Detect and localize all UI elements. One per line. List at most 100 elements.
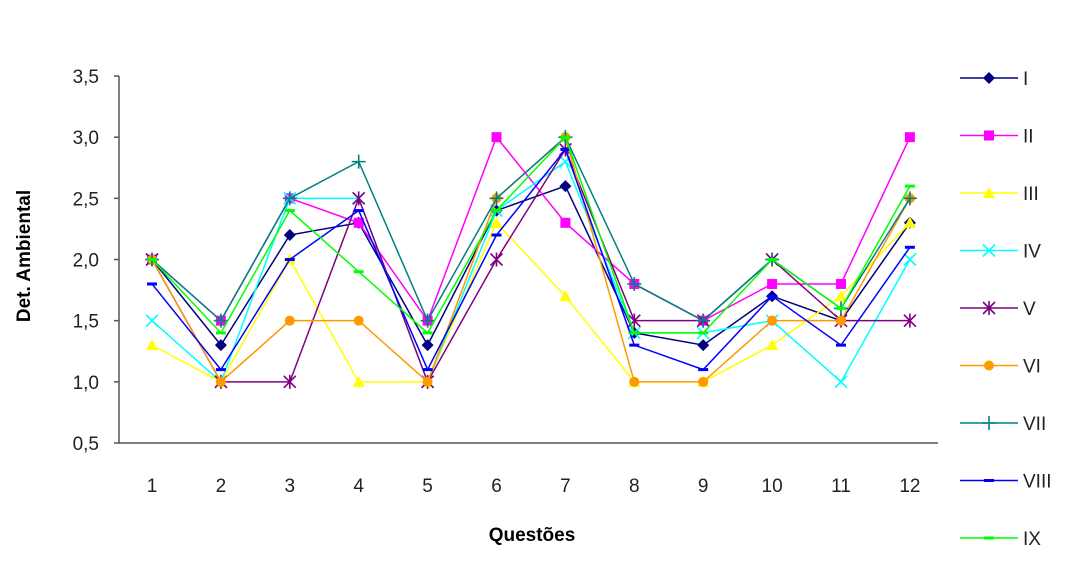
data-point [766,339,779,351]
data-point [767,294,778,298]
legend-label: VI [1023,357,1041,378]
legend-marker [983,72,995,84]
data-point [767,315,778,326]
data-point [903,216,916,228]
y-tick-label: 1,5 [73,312,99,333]
data-point [352,375,365,387]
legend-label: IV [1023,242,1041,263]
legend-item: II [960,127,1034,148]
data-point [353,217,364,228]
x-tick-label: 2 [216,476,227,497]
x-tick-label: 3 [285,476,296,497]
data-point [353,270,364,274]
series-ii [147,132,915,326]
y-tick-label: 1,0 [73,373,99,394]
legend-marker [984,360,994,371]
series-viii [147,147,915,372]
series-iii [146,216,916,387]
legend-label: I [1023,69,1028,90]
data-point [697,339,710,352]
legend-item: IX [960,529,1041,550]
data-point [491,132,502,143]
data-point [422,331,433,335]
data-point [627,276,642,291]
data-point [284,209,295,213]
series-line [151,135,911,323]
data-point [836,278,846,289]
data-point [559,180,572,193]
series-ix [147,135,915,335]
data-point [629,331,640,335]
legend-item: V [960,299,1036,320]
legend-marker [984,479,994,482]
data-point [902,191,917,206]
x-tick-label: 8 [629,476,640,497]
data-point [214,339,227,352]
series-line [151,185,911,347]
data-point [284,258,295,261]
data-point [215,331,226,335]
data-point [903,313,917,328]
data-point [215,368,226,372]
data-point [698,376,709,387]
data-point [351,154,366,169]
legend-label: VIII [1023,472,1052,493]
data-point [147,258,157,261]
legend-label: IX [1023,529,1041,550]
data-point [283,229,296,242]
data-point [767,258,778,261]
data-point [422,376,433,387]
data-point [421,339,434,352]
data-point [629,343,640,347]
data-point [836,343,846,347]
legend-item: I [960,69,1028,90]
series-vii [145,130,917,328]
series-line [151,160,911,384]
x-tick-label: 6 [491,476,502,497]
data-point [903,252,917,267]
data-point [489,252,504,267]
legend-item: VIII [960,472,1052,493]
x-tick-label: 4 [353,476,364,497]
data-point [213,313,228,328]
y-tick-label: 2,0 [73,251,99,272]
data-point [559,290,572,302]
data-point [836,315,846,326]
legend-label: II [1023,127,1034,148]
data-point [836,306,846,310]
legend-item: III [960,184,1039,205]
x-tick-label: 9 [698,476,709,497]
data-point [490,216,503,228]
x-tick-label: 12 [899,476,920,497]
series-line [151,221,911,383]
legend-label: V [1023,299,1036,320]
data-point [834,375,848,389]
legend-marker [984,536,994,540]
data-point [835,290,847,302]
data-point [491,209,502,213]
data-point [698,368,709,372]
legend-item: VI [960,357,1041,378]
data-point [560,135,571,139]
y-axis-title: Det. Ambiental [14,190,35,322]
data-point [560,217,571,228]
x-tick-label: 10 [762,476,783,497]
legend-label: VII [1023,414,1046,435]
x-tick-label: 5 [422,476,433,497]
data-point [629,376,640,387]
data-point [353,315,364,326]
series-line [151,147,911,372]
y-axis-ticks: 0,5 1,0 1,5 2,0 2,5 3,0 3,5 [73,67,119,455]
series-line [151,147,910,384]
y-tick-label: 3,5 [73,67,99,88]
data-point [696,313,711,328]
data-point [283,374,297,389]
legend-marker [982,301,996,315]
y-tick-label: 0,5 [73,434,99,455]
data-point [284,315,295,326]
series-line [151,135,911,335]
data-point [904,245,915,249]
data-point [491,233,502,237]
data-point [422,368,433,372]
